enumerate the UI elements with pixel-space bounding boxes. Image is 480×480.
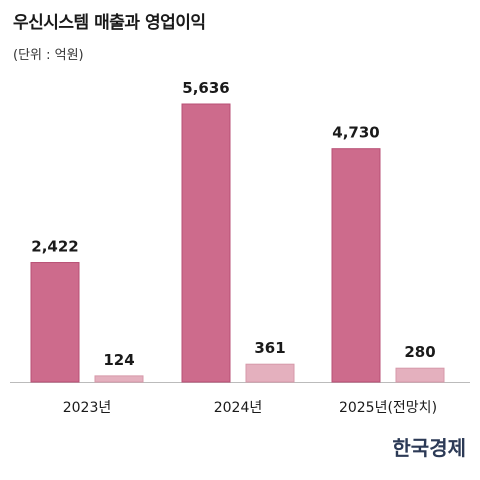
profit-label-1: 124 [103, 351, 134, 369]
profit-bar-1 [94, 375, 144, 383]
profit-label-3: 280 [404, 343, 435, 361]
revenue-bar-2 [181, 103, 231, 383]
revenue-label-2: 5,636 [182, 79, 229, 97]
x-tick-label-1: 2023년 [63, 400, 112, 416]
profit-bar-2 [245, 363, 295, 383]
profit-bar-3 [395, 367, 445, 383]
chart-title: 우신시스템 매출과 영업이익 [13, 13, 206, 33]
publisher-logo: 한국경제 [392, 436, 466, 460]
profit-label-2: 361 [254, 339, 285, 357]
x-tick-label-2: 2024년 [214, 400, 263, 416]
unit-note: (단위 : 억원) [13, 48, 84, 63]
revenue-label-3: 4,730 [332, 124, 379, 142]
revenue-bar-1 [30, 262, 80, 383]
x-tick-label-3: 2025년(전망치) [339, 400, 437, 416]
revenue-bar-3 [331, 148, 381, 383]
revenue-label-1: 2,422 [31, 238, 78, 256]
